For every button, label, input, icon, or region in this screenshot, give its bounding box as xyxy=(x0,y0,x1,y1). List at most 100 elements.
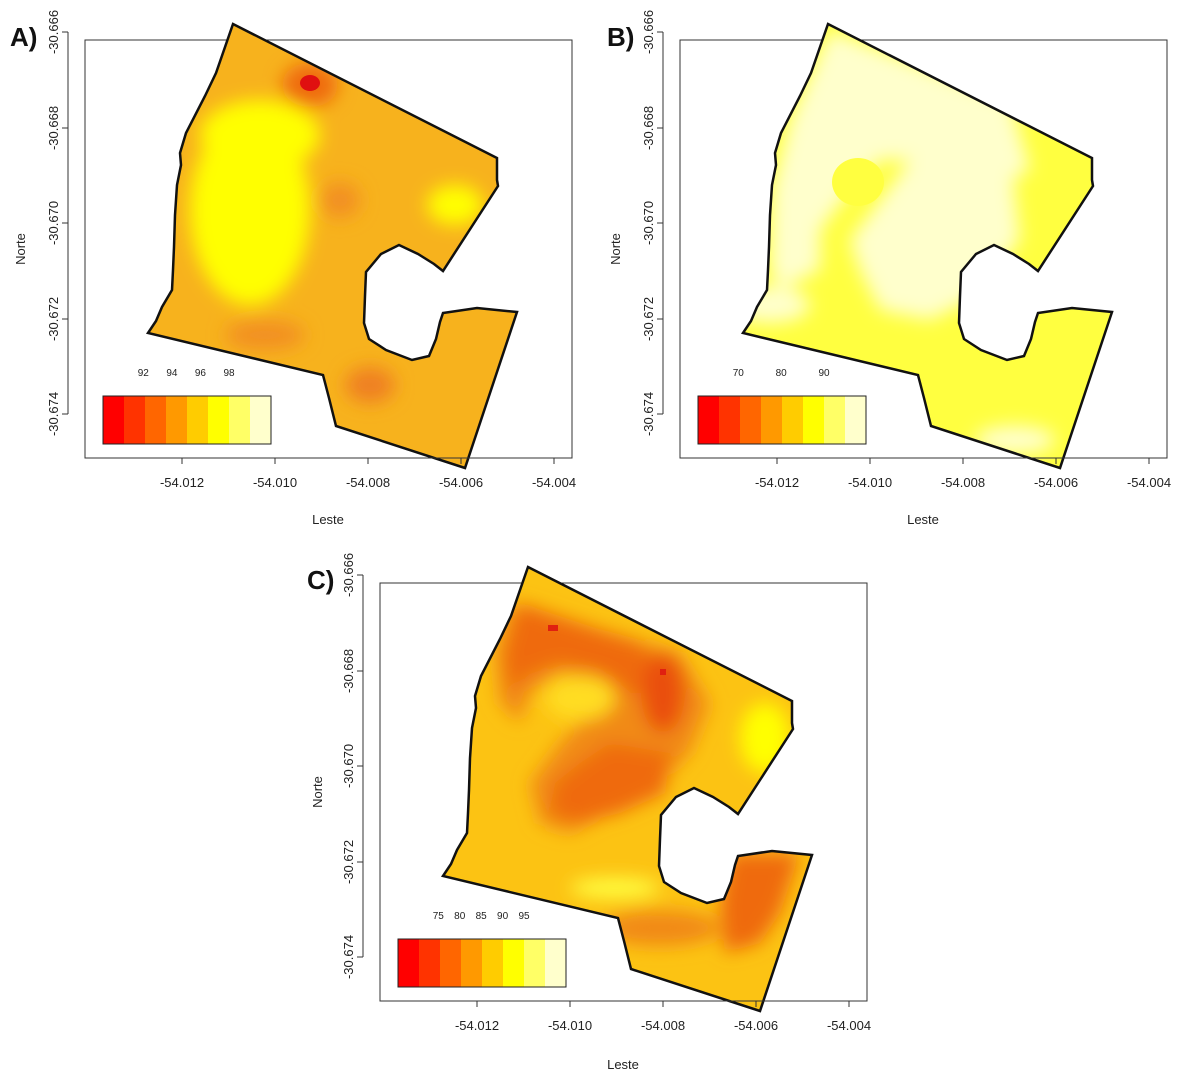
x-tick-label: -54.010 xyxy=(848,475,892,490)
y-tick-label: -30.668 xyxy=(46,106,61,150)
legend-swatch xyxy=(761,396,783,444)
panel-a-high-zone xyxy=(200,100,320,170)
legend-swatch xyxy=(440,939,462,987)
legend-swatch xyxy=(782,396,804,444)
legend-swatch xyxy=(124,396,146,444)
panel-c-y-axis: -30.666 -30.668 -30.670 -30.672 -30.674 xyxy=(341,553,364,979)
x-tick-label: -54.012 xyxy=(455,1018,499,1033)
legend-swatch xyxy=(845,396,867,444)
panel-b-high-zone xyxy=(770,30,1030,290)
x-tick-label: -54.008 xyxy=(941,475,985,490)
panel-b: B) -54.012 -54.010 -54.008 -54.006 -54.004 -… xyxy=(607,10,1171,527)
y-tick-label: -30.668 xyxy=(641,106,656,150)
legend-swatch xyxy=(698,396,720,444)
panel-c-mid-zone xyxy=(600,910,720,946)
panel-c-y-label: Norte xyxy=(310,776,325,808)
legend-swatch xyxy=(145,396,167,444)
legend-label: 80 xyxy=(776,368,788,379)
legend-swatch xyxy=(419,939,441,987)
x-tick-label: -54.006 xyxy=(439,475,483,490)
legend-label: 85 xyxy=(476,911,488,922)
legend-box xyxy=(397,938,567,988)
legend-swatch xyxy=(229,396,251,444)
y-tick-label: -30.674 xyxy=(46,392,61,436)
y-tick-label: -30.666 xyxy=(341,553,356,597)
legend-swatch xyxy=(398,939,420,987)
legend-label: 80 xyxy=(454,911,466,922)
legend-box xyxy=(102,395,272,445)
panel-c-high-zone xyxy=(545,676,615,720)
legend-label: 90 xyxy=(497,911,509,922)
y-tick-label: -30.672 xyxy=(46,297,61,341)
panel-a-low-zone xyxy=(225,320,305,350)
legend-swatch xyxy=(503,939,525,987)
panel-c: C) -54.012 -54.010 -54.008 -54.006 -54.004 -… xyxy=(307,553,871,1072)
y-tick-label: -30.672 xyxy=(341,840,356,884)
panel-b-low-zone xyxy=(832,158,884,206)
legend-label: 90 xyxy=(818,368,830,379)
x-tick-label: -54.012 xyxy=(755,475,799,490)
panel-c-low-zone xyxy=(550,743,670,823)
panel-b-y-axis: -30.666 -30.668 -30.670 -30.672 -30.674 xyxy=(641,10,664,436)
x-tick-label: -54.010 xyxy=(253,475,297,490)
panel-b-legend: 70 80 90 xyxy=(697,368,867,445)
panel-c-label: C) xyxy=(307,565,334,595)
panel-c-legend: 75 80 85 90 95 xyxy=(397,911,567,988)
panel-a-y-axis: -30.666 -30.668 -30.670 -30.672 -30.674 xyxy=(46,10,69,436)
legend-swatch xyxy=(208,396,230,444)
panel-b-label: B) xyxy=(607,22,634,52)
panel-c-min-spot xyxy=(548,625,558,631)
panel-b-y-label: Norte xyxy=(608,233,623,265)
x-tick-label: -54.012 xyxy=(160,475,204,490)
x-tick-label: -54.008 xyxy=(346,475,390,490)
panel-c-x-label: Leste xyxy=(607,1057,639,1072)
legend-label: 95 xyxy=(518,911,530,922)
y-tick-label: -30.674 xyxy=(641,392,656,436)
y-tick-label: -30.668 xyxy=(341,649,356,693)
x-tick-label: -54.004 xyxy=(827,1018,871,1033)
panel-c-x-axis: -54.012 -54.010 -54.008 -54.006 -54.004 xyxy=(455,1000,871,1033)
panel-a-low-zone xyxy=(345,367,395,403)
panel-b-x-axis: -54.012 -54.010 -54.008 -54.006 -54.004 xyxy=(755,457,1171,490)
panel-c-low-zone xyxy=(641,653,685,733)
panel-c-high-zone xyxy=(740,703,790,773)
panel-a-min-spot xyxy=(300,75,320,91)
panel-a-y-label: Norte xyxy=(13,233,28,265)
legend-swatch xyxy=(524,939,546,987)
panel-a-x-label: Leste xyxy=(312,512,344,527)
legend-swatch xyxy=(187,396,209,444)
panel-b-high-zone xyxy=(975,426,1055,454)
x-tick-label: -54.006 xyxy=(1034,475,1078,490)
panel-b-high-zone xyxy=(743,287,810,323)
y-tick-label: -30.666 xyxy=(46,10,61,54)
legend-swatch xyxy=(740,396,762,444)
legend-label: 70 xyxy=(733,368,745,379)
legend-box xyxy=(697,395,867,445)
legend-label: 75 xyxy=(433,911,445,922)
panel-c-min-spot xyxy=(660,669,666,675)
y-tick-label: -30.670 xyxy=(641,201,656,245)
legend-label: 98 xyxy=(223,368,235,379)
legend-label: 96 xyxy=(195,368,207,379)
legend-swatch xyxy=(461,939,483,987)
panel-c-low-zone xyxy=(720,853,800,953)
legend-swatch xyxy=(482,939,504,987)
x-tick-label: -54.006 xyxy=(734,1018,778,1033)
legend-swatch xyxy=(166,396,188,444)
x-tick-label: -54.008 xyxy=(641,1018,685,1033)
panel-c-high-zone xyxy=(570,878,660,898)
legend-swatch xyxy=(545,939,567,987)
panel-a: A) -54.012 -54.010 -54.008 -54.006 -54.004 -… xyxy=(10,10,576,527)
legend-label: 94 xyxy=(166,368,178,379)
panel-b-x-label: Leste xyxy=(907,512,939,527)
panel-a-high-zone xyxy=(427,185,483,225)
y-tick-label: -30.672 xyxy=(641,297,656,341)
y-tick-label: -30.670 xyxy=(341,744,356,788)
y-tick-label: -30.666 xyxy=(641,10,656,54)
legend-swatch xyxy=(719,396,741,444)
panel-a-x-axis: -54.012 -54.010 -54.008 -54.006 -54.004 xyxy=(160,457,576,490)
legend-swatch xyxy=(803,396,825,444)
x-tick-label: -54.004 xyxy=(532,475,576,490)
x-tick-label: -54.004 xyxy=(1127,475,1171,490)
